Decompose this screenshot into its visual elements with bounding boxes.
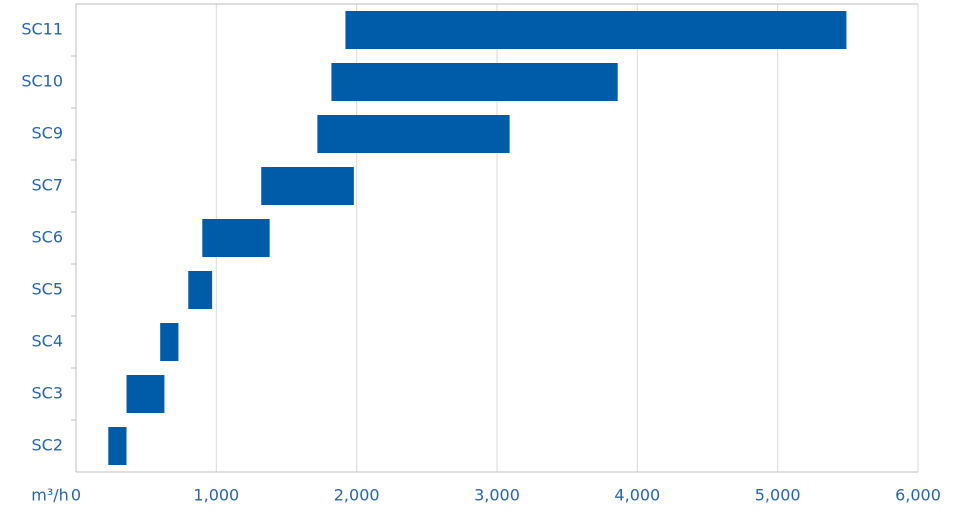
x-tick-label: 3,000 <box>474 486 520 505</box>
bar <box>160 323 179 361</box>
y-tick-label: SC3 <box>31 384 63 403</box>
y-tick-label: SC4 <box>31 332 63 351</box>
bar <box>126 375 165 413</box>
x-tick-label: 6,000 <box>895 486 941 505</box>
x-tick-label: 0 <box>71 486 81 505</box>
y-tick-label: SC11 <box>21 20 63 39</box>
y-tick-label: SC7 <box>31 176 63 195</box>
x-tick-label: 1,000 <box>193 486 239 505</box>
y-tick-label: SC6 <box>31 228 63 247</box>
y-tick-label: SC5 <box>31 280 63 299</box>
bar <box>202 219 270 257</box>
bar <box>331 63 618 101</box>
x-tick-label: 5,000 <box>755 486 801 505</box>
x-tick-label: 4,000 <box>614 486 660 505</box>
y-tick-label: SC10 <box>21 72 63 91</box>
y-tick-label: SC2 <box>31 436 63 455</box>
bar <box>108 427 127 465</box>
bar <box>345 11 847 49</box>
bar <box>188 271 213 309</box>
x-axis-label: m³/h <box>31 486 69 505</box>
bar <box>261 167 354 205</box>
x-tick-label: 2,000 <box>334 486 380 505</box>
y-tick-label: SC9 <box>31 124 63 143</box>
bar <box>317 115 510 153</box>
